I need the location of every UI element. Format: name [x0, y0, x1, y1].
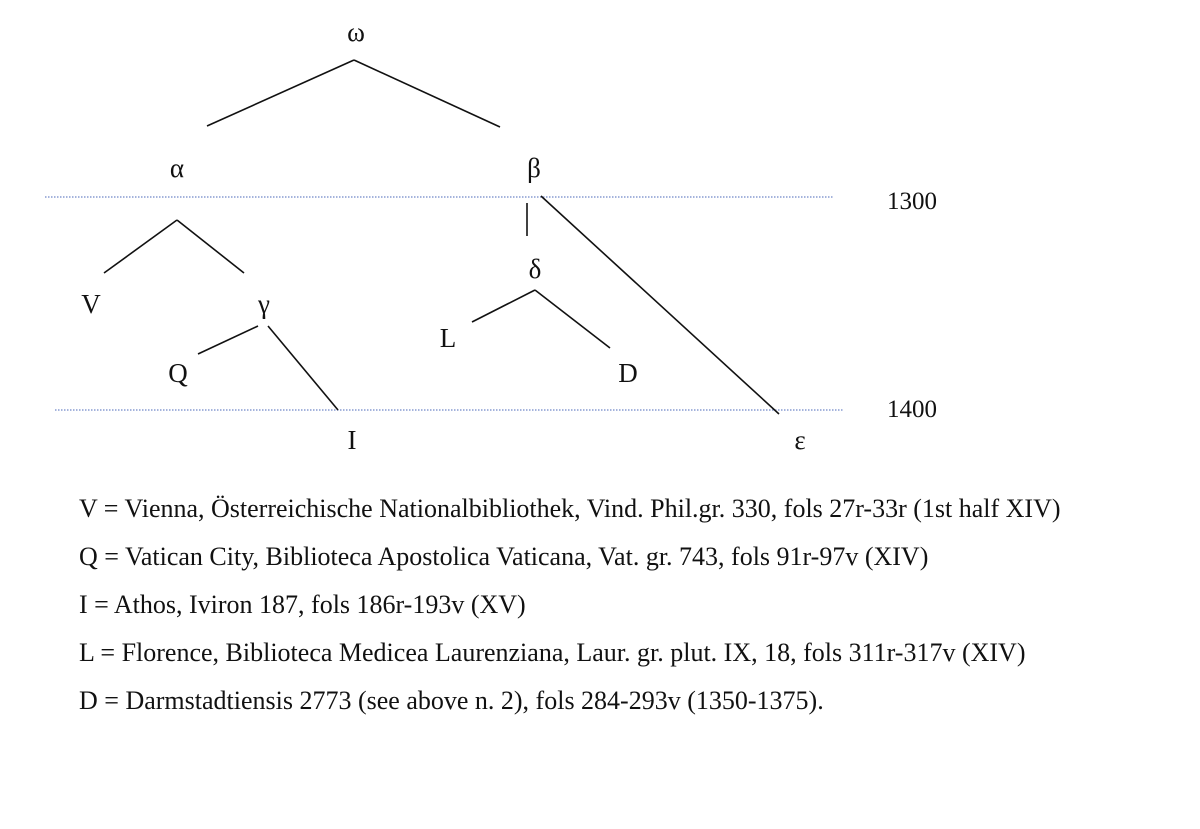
node-I: I: [348, 425, 357, 455]
node-epsilon: ε: [794, 425, 805, 455]
manuscript-legend: V = Vienna, Österreichische Nationalbibl…: [79, 493, 1139, 733]
stemma-edges: [103, 59, 780, 415]
legend-item-Q: Q = Vatican City, Biblioteca Apostolica …: [79, 542, 929, 571]
edge-gamma-I: [267, 325, 339, 411]
edge-omega-alpha: [206, 59, 355, 127]
year-label-1400: 1400: [887, 396, 937, 423]
edge-delta-L: [471, 289, 536, 323]
node-L: L: [440, 323, 457, 353]
node-Q: Q: [168, 358, 188, 388]
edge-gamma-Q: [197, 325, 259, 355]
edge-alpha-gamma: [176, 219, 245, 274]
legend-item-I: I = Athos, Iviron 187, fols 186r-193v (X…: [79, 590, 526, 619]
stemma-nodes: ω α β V γ δ L Q D I ε: [81, 17, 805, 455]
edge-delta-D: [534, 289, 611, 349]
node-V: V: [81, 289, 101, 319]
node-delta: δ: [529, 254, 542, 284]
year-label-1300: 1300: [887, 188, 937, 215]
edge-beta-epsilon: [540, 195, 780, 415]
legend-item-L: L = Florence, Biblioteca Medicea Laurenz…: [79, 638, 1026, 667]
edge-alpha-V: [103, 219, 178, 274]
legend-item-V: V = Vienna, Österreichische Nationalbibl…: [79, 494, 1061, 523]
node-D: D: [618, 358, 638, 388]
node-alpha: α: [170, 153, 184, 183]
edge-omega-beta: [353, 59, 501, 128]
node-beta: β: [527, 153, 541, 183]
node-omega: ω: [347, 17, 365, 47]
node-gamma: γ: [257, 289, 270, 319]
legend-item-D: D = Darmstadtiensis 2773 (see above n. 2…: [79, 686, 824, 715]
stemma-diagram: 1300 1400 ω α β V γ δ L Q D I ε: [45, 17, 937, 455]
